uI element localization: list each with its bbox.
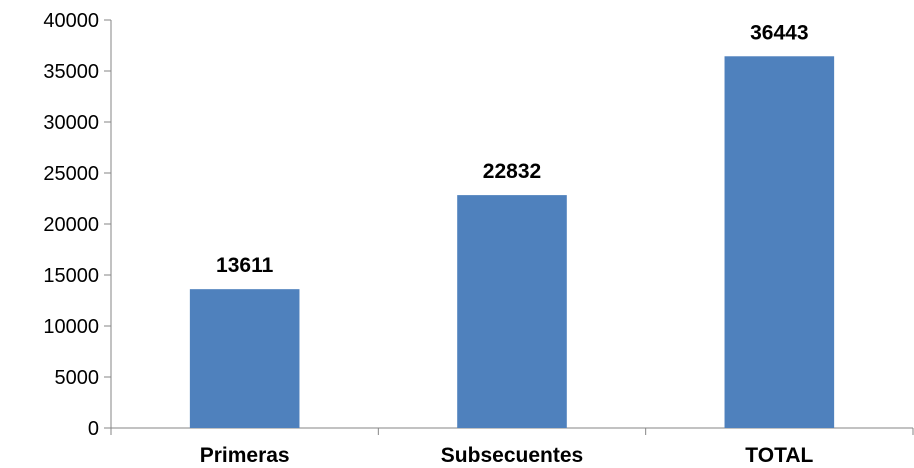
y-tick-label: 5000 <box>55 367 100 389</box>
y-tick-label: 0 <box>88 418 99 440</box>
category-label-subsecuentes: Subsecuentes <box>441 444 583 467</box>
data-label-subsecuentes: 22832 <box>483 160 541 183</box>
y-tick-label: 20000 <box>43 214 99 236</box>
bar-total <box>724 56 835 428</box>
bars <box>189 56 835 428</box>
y-axis: 0 5000 10000 15000 20000 25000 30000 35000 40000 <box>43 10 112 440</box>
category-label-total: TOTAL <box>745 444 813 467</box>
data-label-total: 36443 <box>750 21 808 44</box>
data-labels: 13611 22832 36443 <box>216 21 808 277</box>
y-tick-label: 35000 <box>43 61 99 83</box>
bar-primeras <box>189 289 300 428</box>
y-tick-label: 30000 <box>43 112 99 134</box>
y-tick-label: 15000 <box>43 265 99 287</box>
x-axis: Primeras Subsecuentes TOTAL <box>110 427 914 467</box>
category-label-primeras: Primeras <box>200 444 290 467</box>
y-tick-label: 40000 <box>43 10 99 32</box>
data-label-primeras: 13611 <box>216 254 274 277</box>
bar-subsecuentes <box>457 195 567 428</box>
y-tick-label: 25000 <box>43 163 99 185</box>
y-tick-label: 10000 <box>43 316 99 338</box>
